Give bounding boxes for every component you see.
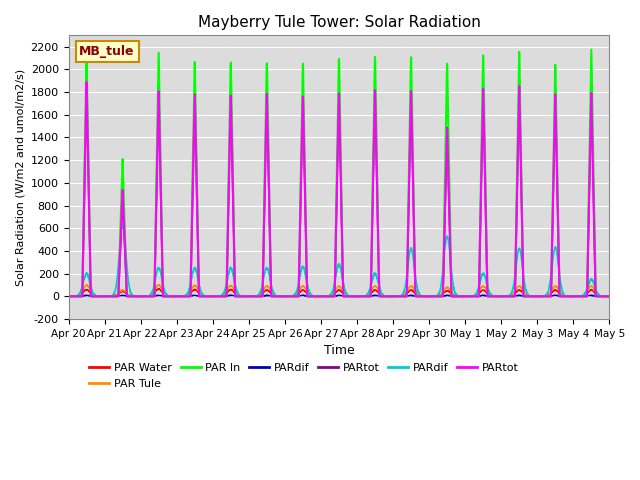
Title: Mayberry Tule Tower: Solar Radiation: Mayberry Tule Tower: Solar Radiation <box>198 15 481 30</box>
Legend: PAR Water, PAR Tule, PAR In, PARdif, PARtot, PARdif, PARtot: PAR Water, PAR Tule, PAR In, PARdif, PAR… <box>85 359 523 393</box>
Y-axis label: Solar Radiation (W/m2 and umol/m2/s): Solar Radiation (W/m2 and umol/m2/s) <box>15 69 25 286</box>
X-axis label: Time: Time <box>324 344 355 357</box>
Text: MB_tule: MB_tule <box>79 45 135 58</box>
